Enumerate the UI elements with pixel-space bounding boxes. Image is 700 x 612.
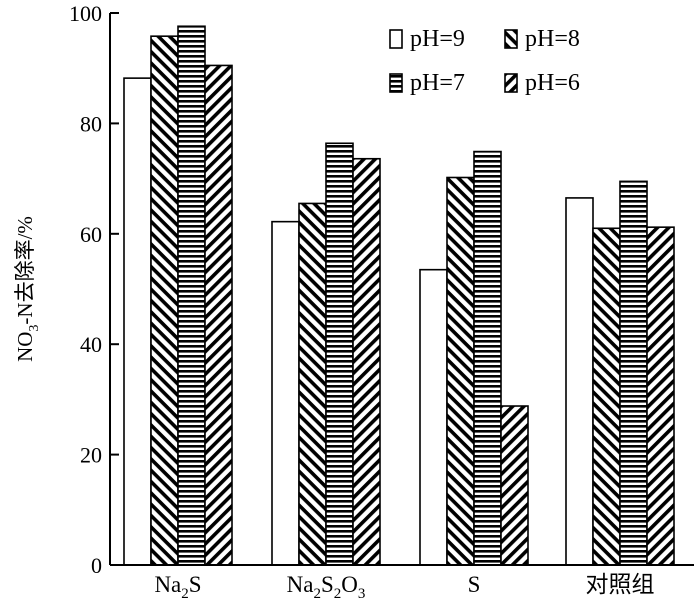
y-axis-label-post: -N去除率/% [13, 216, 37, 325]
x-tick-label-part: 3 [358, 586, 366, 602]
x-tick-label-part: Na [154, 572, 181, 597]
y-tick-label: 40 [80, 332, 102, 357]
y-axis-label-sub: 3 [27, 325, 42, 332]
y-tick-label: 100 [69, 1, 102, 26]
x-tick-label-part: 2 [313, 586, 321, 602]
y-ticks-group: 0 20 40 60 80 100 [69, 1, 119, 578]
y-tick-label: 60 [80, 222, 102, 247]
legend-swatch-horizontal [389, 73, 403, 93]
bar-empty [419, 268, 448, 566]
legend-label: pH=6 [525, 70, 580, 96]
bars-group [123, 25, 675, 566]
bar-slash [352, 157, 381, 566]
x-tick-label-part: 对照组 [586, 572, 655, 597]
legend-swatch-empty [389, 29, 403, 49]
x-tick-label: 对照组 [586, 572, 655, 597]
legend: pH=9 pH=8 pH=7 pH=6 [389, 26, 580, 96]
y-tick-label: 0 [91, 553, 102, 578]
x-tick-label-part: O [341, 572, 358, 597]
bar-horizontal [619, 180, 648, 566]
x-tick-label: S [468, 572, 481, 597]
bar-horizontal [325, 142, 354, 566]
x-tick-label-part: S [468, 572, 481, 597]
x-tick-label-part: S [189, 572, 202, 597]
legend-label: pH=7 [410, 70, 465, 96]
bar-slash [204, 64, 233, 566]
bar-empty [123, 77, 152, 566]
bar-backslash [298, 202, 327, 566]
bar-backslash [150, 35, 179, 566]
x-tick-label-part: 2 [334, 586, 342, 602]
x-tick-label-part: 2 [181, 586, 189, 602]
x-tick-label-part: Na [287, 572, 314, 597]
y-tick-label: 20 [80, 443, 102, 468]
x-tick-label: Na2S [154, 572, 201, 602]
bar-slash [500, 405, 529, 566]
legend-swatch-backslash [504, 29, 518, 49]
legend-label: pH=8 [525, 26, 580, 52]
legend-swatch-slash [504, 73, 518, 93]
x-tick-label: Na2S2O3 [287, 572, 366, 602]
bar-backslash [446, 176, 475, 566]
bar-horizontal [177, 25, 206, 566]
bar-slash [646, 226, 675, 566]
x-tick-label-part: S [321, 572, 334, 597]
bar-empty [271, 220, 300, 566]
bar-horizontal [473, 150, 502, 566]
y-axis-label-pre: NO [13, 332, 37, 362]
axes-group [109, 13, 694, 566]
y-axis-label: NO3-N去除率/% [13, 216, 42, 362]
bar-empty [565, 197, 594, 566]
bar-backslash [592, 227, 621, 566]
y-tick-label: 80 [80, 111, 102, 136]
x-labels-group: Na2S Na2S2O3 S 对照组 [154, 572, 655, 602]
legend-label: pH=9 [410, 26, 465, 52]
